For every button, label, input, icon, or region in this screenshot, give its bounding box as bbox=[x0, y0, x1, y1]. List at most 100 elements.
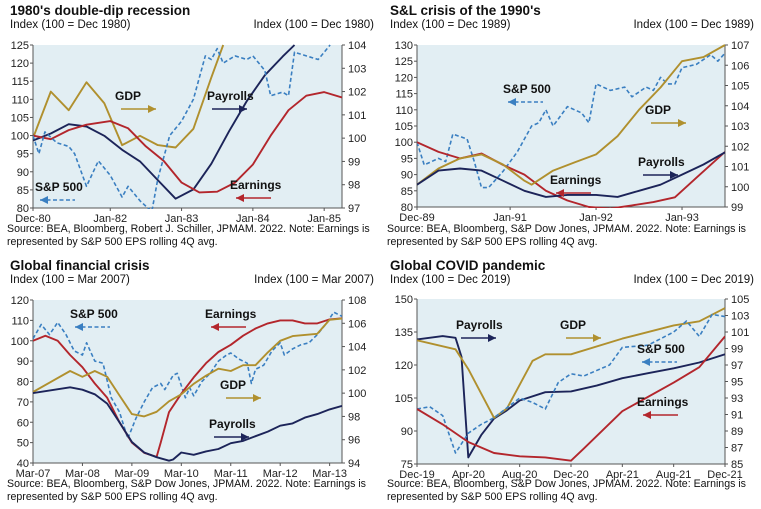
left-tick-label: 90 bbox=[401, 170, 413, 182]
chart-panel-gfc: Global financial crisis Index (100 = Mar … bbox=[0, 255, 380, 509]
left-tick-label: 50 bbox=[17, 438, 29, 450]
right-tick-label: 103 bbox=[731, 311, 749, 323]
left-tick-label: 100 bbox=[395, 137, 413, 149]
left-axis-label: Index (100 = Dec 1989) bbox=[390, 19, 511, 31]
series-line-earnings bbox=[417, 335, 725, 462]
chart-panel-1980s: 1980's double-dip recession Index (100 = … bbox=[0, 0, 380, 254]
series-label-sp500: S&P 500 bbox=[503, 82, 551, 96]
chart-title: Global financial crisis bbox=[10, 258, 150, 273]
left-tick-label: 95 bbox=[401, 153, 413, 165]
x-tick-label: Dec-19 bbox=[399, 469, 434, 481]
left-tick-label: 100 bbox=[11, 131, 29, 143]
arrow-left-icon bbox=[643, 411, 678, 419]
x-tick-label: Jan-82 bbox=[93, 213, 127, 225]
right-tick-label: 102 bbox=[348, 365, 366, 377]
right-tick-label: 101 bbox=[348, 110, 366, 122]
arrow-left-icon bbox=[556, 189, 591, 197]
series-label-gdp: GDP bbox=[115, 89, 141, 103]
x-tick-label: Mar-13 bbox=[312, 468, 347, 480]
arrow-right-icon bbox=[566, 334, 601, 342]
x-tick-label: Jan-85 bbox=[307, 213, 341, 225]
arrow-right-icon bbox=[651, 119, 686, 127]
series-label-payrolls: Payrolls bbox=[638, 155, 685, 169]
right-tick-label: 95 bbox=[731, 377, 743, 389]
left-tick-label: 120 bbox=[11, 58, 29, 70]
left-axis-label: Index (100 = Mar 2007) bbox=[10, 274, 130, 286]
x-tick-label: Dec-20 bbox=[553, 469, 588, 481]
chart-plot: 75 90 105 120 135 150 85 87 89 91 93 95 97 99 101 103 10… bbox=[395, 294, 750, 481]
right-tick-label: 100 bbox=[731, 182, 749, 194]
x-tick-label: Apr-21 bbox=[606, 469, 639, 481]
left-tick-label: 105 bbox=[395, 393, 413, 405]
source-note: Source: BEA, Bloomberg, S&P Dow Jones, J… bbox=[387, 478, 746, 503]
right-tick-label: 101 bbox=[731, 327, 749, 339]
left-tick-label: 70 bbox=[17, 397, 29, 409]
right-tick-label: 98 bbox=[348, 411, 360, 423]
series-line-sp500 bbox=[417, 313, 725, 454]
series-label-earnings: Earnings bbox=[230, 178, 282, 192]
left-axis-label: Index (100 = Dec 1980) bbox=[10, 19, 131, 31]
arrow-left-icon bbox=[211, 323, 246, 331]
left-tick-label: 60 bbox=[17, 417, 29, 429]
right-tick-label: 105 bbox=[731, 81, 749, 93]
right-tick-label: 101 bbox=[731, 162, 749, 174]
right-tick-label: 96 bbox=[348, 435, 360, 447]
arrow-right-icon bbox=[121, 105, 156, 113]
right-tick-label: 104 bbox=[731, 101, 749, 113]
x-tick-label: Dec-21 bbox=[707, 469, 742, 481]
arrow-left-icon bbox=[508, 98, 543, 106]
series-label-gdp: GDP bbox=[220, 378, 246, 392]
x-tick-label: Mar-07 bbox=[16, 468, 51, 480]
chart-plot: 40 50 60 70 80 90 100 110 120 94 96 98 100 102 104 106 1… bbox=[11, 295, 367, 480]
source-note: Source: BEA, Bloomberg, Robert J. Schill… bbox=[7, 223, 370, 248]
series-label-payrolls: Payrolls bbox=[209, 417, 256, 431]
chart-panel-1990s: S&L crisis of the 1990's Index (100 = Dec… bbox=[380, 0, 760, 254]
x-tick-label: Jan-83 bbox=[165, 213, 199, 225]
x-tick-label: Mar-10 bbox=[164, 468, 199, 480]
right-tick-label: 85 bbox=[731, 459, 743, 471]
x-tick-label: Jan-91 bbox=[493, 212, 527, 224]
left-tick-label: 105 bbox=[11, 112, 29, 124]
left-tick-label: 90 bbox=[17, 356, 29, 368]
arrow-right-icon bbox=[214, 433, 249, 441]
left-tick-label: 40 bbox=[17, 458, 29, 470]
right-tick-label: 93 bbox=[731, 393, 743, 405]
left-tick-label: 110 bbox=[11, 315, 29, 327]
left-tick-label: 110 bbox=[395, 105, 413, 117]
left-tick-label: 120 bbox=[395, 72, 413, 84]
chart-plot: 80 85 90 95 100 105 110 115 120 125 97 98 99 100 101 10… bbox=[11, 40, 367, 225]
series-line-payrolls bbox=[33, 44, 296, 200]
source-note: Source: BEA, Bloomberg, S&P Dow Jones, J… bbox=[7, 478, 366, 503]
right-tick-label: 106 bbox=[348, 318, 366, 330]
x-tick-label: Mar-12 bbox=[263, 468, 298, 480]
left-tick-label: 90 bbox=[401, 426, 413, 438]
right-tick-label: 87 bbox=[731, 443, 743, 455]
chart-title: 1980's double-dip recession bbox=[10, 3, 191, 18]
x-tick-label: Dec-89 bbox=[399, 212, 434, 224]
right-tick-label: 100 bbox=[348, 388, 366, 400]
arrow-left-icon bbox=[75, 323, 110, 331]
left-tick-label: 75 bbox=[401, 459, 413, 471]
arrow-right-icon bbox=[643, 171, 678, 179]
x-tick-label: Aug-20 bbox=[502, 469, 537, 481]
right-tick-label: 103 bbox=[731, 121, 749, 133]
right-tick-label: 89 bbox=[731, 426, 743, 438]
x-tick-label: Apr-20 bbox=[452, 469, 485, 481]
right-tick-label: 98 bbox=[348, 180, 360, 192]
series-label-sp500: S&P 500 bbox=[70, 307, 118, 321]
right-tick-label: 99 bbox=[731, 202, 743, 214]
series-line-gdp bbox=[33, 317, 342, 418]
left-tick-label: 115 bbox=[395, 89, 413, 101]
left-tick-label: 105 bbox=[395, 121, 413, 133]
left-tick-label: 125 bbox=[11, 40, 29, 52]
left-tick-label: 85 bbox=[17, 185, 29, 197]
series-label-earnings: Earnings bbox=[637, 395, 689, 409]
right-tick-label: 100 bbox=[348, 133, 366, 145]
chart-title: S&L crisis of the 1990's bbox=[390, 3, 541, 18]
left-tick-label: 150 bbox=[395, 294, 413, 306]
left-tick-label: 120 bbox=[11, 295, 29, 307]
arrow-left-icon bbox=[40, 196, 75, 204]
x-tick-label: Jan-92 bbox=[579, 212, 613, 224]
series-line-payrolls bbox=[33, 386, 342, 462]
left-tick-label: 85 bbox=[401, 186, 413, 198]
